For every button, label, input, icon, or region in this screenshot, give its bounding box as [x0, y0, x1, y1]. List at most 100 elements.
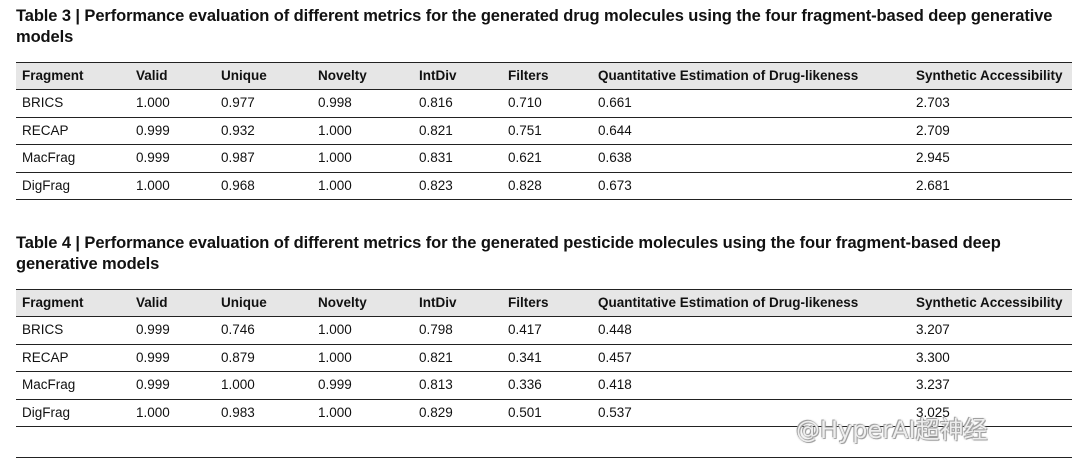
table-cell: 0.821	[419, 349, 453, 365]
table-cell: 0.999	[136, 377, 170, 392]
table-4-grid: Fragment Valid Unique Novelty IntDiv Fil…	[16, 289, 1072, 427]
table-cell: 1.000	[136, 95, 170, 110]
table-cell: 0.977	[221, 95, 255, 110]
table-cell: BRICS	[22, 322, 64, 337]
table-cell: 3.025	[916, 404, 950, 420]
table-cell: 2.709	[916, 122, 950, 138]
table-cell: 0.999	[136, 349, 170, 365]
table-cell: 0.336	[508, 377, 542, 392]
table-cell: 0.968	[221, 177, 255, 193]
table-cell: 0.999	[136, 322, 170, 337]
table-cell: 0.417	[508, 322, 542, 337]
table-3: Table 3 | Performance evaluation of diff…	[16, 6, 1072, 200]
table-row: DigFrag 1.000 0.983 1.000 0.829 0.501 0.…	[16, 400, 1072, 427]
column-header: Fragment	[22, 295, 84, 310]
table-cell: 2.681	[916, 177, 950, 193]
column-header: Valid	[136, 295, 168, 310]
table-cell: DigFrag	[22, 404, 71, 420]
table-cell: MacFrag	[22, 150, 76, 165]
table-cell: 2.703	[916, 95, 950, 110]
table-cell: 0.999	[136, 122, 170, 138]
table-cell: 1.000	[136, 177, 170, 193]
table-cell: 1.000	[136, 404, 170, 420]
table-row: BRICS 0.999 0.746 1.000 0.798 0.417 0.44…	[16, 317, 1072, 345]
table-cell: 0.501	[508, 404, 542, 420]
column-header: Quantitative Estimation of Drug-likeness	[598, 68, 859, 83]
table-cell: 0.987	[221, 150, 255, 165]
table-cell: 1.000	[318, 177, 352, 193]
table-4-header-row: Fragment Valid Unique Novelty IntDiv Fil…	[16, 289, 1072, 317]
table-cell: 3.300	[916, 349, 950, 365]
table-cell: 1.000	[318, 404, 352, 420]
bottom-divider	[16, 457, 1072, 458]
table-cell: 0.457	[598, 349, 632, 365]
table-cell: 0.751	[508, 122, 542, 138]
table-cell: 0.983	[221, 404, 255, 420]
table-3-grid: Fragment Valid Unique Novelty IntDiv Fil…	[16, 62, 1072, 200]
table-cell: 1.000	[318, 349, 352, 365]
watermark: @HyperAI超神经	[796, 416, 988, 444]
table-cell: 0.831	[419, 150, 453, 165]
table-cell: DigFrag	[22, 177, 71, 193]
table-cell: MacFrag	[22, 377, 76, 392]
table-cell: 0.829	[419, 404, 453, 420]
table-cell: 0.932	[221, 122, 255, 138]
table-cell: 1.000	[318, 322, 352, 337]
table-cell: 0.999	[318, 377, 352, 392]
column-header: IntDiv	[419, 295, 457, 310]
table-cell: 0.828	[508, 177, 542, 193]
table-cell: 1.000	[318, 150, 352, 165]
table-3-caption-label: Table 3 |	[16, 7, 80, 25]
table-cell: 3.237	[916, 377, 950, 392]
column-header: Unique	[221, 295, 267, 310]
table-cell: 3.207	[916, 322, 950, 337]
table-row: MacFrag 0.999 1.000 0.999 0.813 0.336 0.…	[16, 372, 1072, 400]
column-header: Novelty	[318, 295, 367, 310]
table-4: Table 4 | Performance evaluation of diff…	[16, 233, 1072, 427]
table-cell: 0.673	[598, 177, 632, 193]
column-header: Fragment	[22, 68, 84, 83]
table-cell: 0.418	[598, 377, 632, 392]
column-header: Novelty	[318, 68, 367, 83]
table-3-caption: Table 3 | Performance evaluation of diff…	[16, 6, 1072, 48]
table-cell: 0.341	[508, 349, 542, 365]
table-cell: 0.999	[136, 150, 170, 165]
table-cell: 0.661	[598, 95, 632, 110]
table-cell: 0.816	[419, 95, 453, 110]
table-cell: 0.638	[598, 150, 632, 165]
table-3-header-row: Fragment Valid Unique Novelty IntDiv Fil…	[16, 62, 1072, 90]
column-header: Synthetic Accessibility	[916, 295, 1063, 310]
table-cell: RECAP	[22, 349, 69, 365]
column-header: Filters	[508, 295, 549, 310]
table-row: MacFrag 0.999 0.987 1.000 0.831 0.621 0.…	[16, 145, 1072, 173]
table-cell: 0.537	[598, 404, 632, 420]
column-header: Valid	[136, 68, 168, 83]
table-row: DigFrag 1.000 0.968 1.000 0.823 0.828 0.…	[16, 173, 1072, 200]
table-row: BRICS 1.000 0.977 0.998 0.816 0.710 0.66…	[16, 90, 1072, 118]
table-4-caption: Table 4 | Performance evaluation of diff…	[16, 233, 1072, 275]
table-cell: RECAP	[22, 122, 69, 138]
column-header: Quantitative Estimation of Drug-likeness	[598, 295, 859, 310]
table-cell: 0.798	[419, 322, 453, 337]
column-header: Synthetic Accessibility	[916, 68, 1063, 83]
table-cell: 0.448	[598, 322, 632, 337]
table-cell: 0.998	[318, 95, 352, 110]
column-header: Unique	[221, 68, 267, 83]
table-cell: 0.746	[221, 322, 255, 337]
table-row: RECAP 0.999 0.932 1.000 0.821 0.751 0.64…	[16, 118, 1072, 145]
table-cell: 2.945	[916, 150, 950, 165]
table-3-caption-text: Performance evaluation of different metr…	[16, 7, 1053, 46]
table-row: RECAP 0.999 0.879 1.000 0.821 0.341 0.45…	[16, 345, 1072, 372]
column-header: Filters	[508, 68, 549, 83]
table-cell: 0.710	[508, 95, 542, 110]
table-cell: 1.000	[221, 377, 255, 392]
table-4-caption-label: Table 4 |	[16, 234, 80, 252]
table-cell: 0.823	[419, 177, 453, 193]
table-cell: 0.621	[508, 150, 542, 165]
table-cell: 0.813	[419, 377, 453, 392]
table-cell: BRICS	[22, 95, 64, 110]
table-cell: 1.000	[318, 122, 352, 138]
table-cell: 0.821	[419, 122, 453, 138]
table-cell: 0.644	[598, 122, 632, 138]
table-cell: 0.879	[221, 349, 255, 365]
